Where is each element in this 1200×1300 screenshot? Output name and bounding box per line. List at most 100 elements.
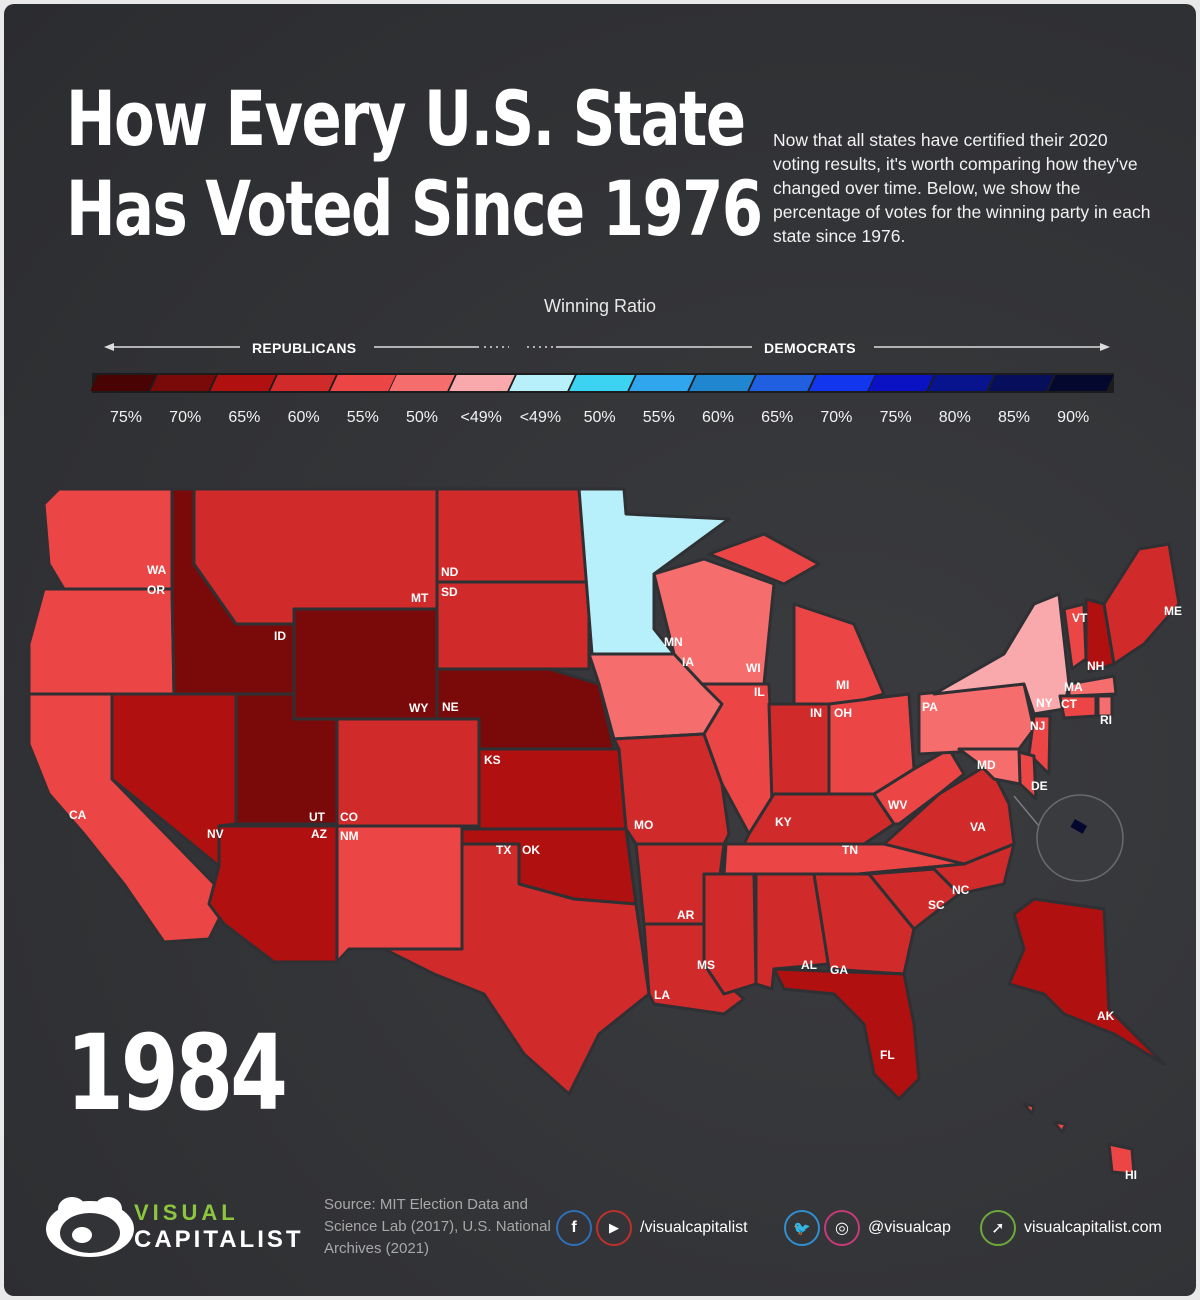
main-title: How Every U.S. State Has Voted Since 197… (66, 74, 763, 254)
state-label-vt: VT (1072, 611, 1088, 625)
state-label-ms: MS (697, 958, 715, 972)
state-label-wv: WV (888, 798, 907, 812)
dc-circle (1036, 794, 1124, 882)
legend-tick-label: 75% (879, 409, 912, 426)
state-label-ca: CA (69, 808, 87, 822)
state-label-or: OR (147, 583, 165, 597)
republicans-label: REPUBLICANS (252, 340, 357, 356)
state-or (27, 587, 176, 696)
state-label-me: ME (1164, 604, 1182, 618)
state-label-ks: KS (484, 753, 501, 767)
brand-top: VISUAL (134, 1200, 239, 1225)
legend-tick-label: 50% (405, 409, 439, 426)
state-label-ny: NY (1036, 696, 1053, 710)
legend-tick-label: 55% (642, 409, 675, 426)
legend-arrows (104, 343, 1110, 351)
state-label-nh: NH (1087, 659, 1104, 673)
legend-tick-label: 50% (583, 409, 616, 426)
state-label-ia: IA (682, 655, 694, 669)
state-label-mo: MO (634, 818, 653, 832)
legend-tick-label: 80% (938, 409, 971, 426)
state-label-il: IL (754, 685, 765, 699)
legend-tick-label: 65% (228, 409, 261, 426)
state-label-md: MD (977, 758, 996, 772)
us-map: WA OR CA ID NV UT AZ MT WY CO NM ND SD NE KS OK TX MN IA MO… (27, 487, 1182, 1182)
state-label-ne: NE (442, 700, 459, 714)
legend-tick-label: 55% (346, 409, 379, 426)
infographic-card: How Every U.S. State Has Voted Since 197… (4, 4, 1196, 1296)
legend-tick-label: 60% (701, 409, 735, 426)
state-label-ky: KY (775, 815, 792, 829)
state-label-ak: AK (1097, 1009, 1115, 1023)
state-label-co: CO (340, 810, 358, 824)
website-handle[interactable]: visualcapitalist.com (1024, 1219, 1162, 1236)
state-label-az: AZ (311, 827, 327, 841)
dc-callout (1013, 794, 1124, 882)
source-note: Source: MIT Election Data and Science La… (324, 1196, 551, 1257)
state-label-fl: FL (880, 1048, 895, 1062)
facebook-youtube-handle[interactable]: /visualcapitalist (640, 1219, 748, 1236)
instagram-icon[interactable]: ◎ (824, 1210, 860, 1246)
legend-tick-label: <49% (460, 409, 502, 426)
state-label-sc: SC (928, 898, 945, 912)
state-label-tn: TN (842, 843, 858, 857)
legend-tick-label: 60% (287, 409, 320, 426)
state-label-de: DE (1031, 779, 1048, 793)
state-label-ut: UT (309, 810, 326, 824)
cursor-icon[interactable]: ➚ (980, 1210, 1016, 1246)
state-label-ma: MA (1064, 680, 1083, 694)
state-label-va: VA (970, 820, 986, 834)
state-label-id: ID (274, 629, 286, 643)
facebook-icon[interactable]: f (556, 1210, 592, 1246)
state-label-in: IN (810, 706, 822, 720)
state-label-wa: WA (147, 563, 167, 577)
state-ks (477, 747, 628, 831)
state-hi (1022, 1102, 1136, 1176)
legend-tick-label: 70% (820, 409, 853, 426)
state-nm (335, 824, 464, 964)
year-label: 1984 (66, 1012, 288, 1134)
state-label-oh: OH (834, 706, 852, 720)
intro-text: Now that all states have certified their… (773, 130, 1151, 246)
state-label-pa: PA (922, 700, 938, 714)
state-nh (1084, 597, 1116, 674)
state-label-tx: TX (496, 843, 511, 857)
legend-tick-label: 65% (761, 409, 794, 426)
state-nd (435, 487, 591, 584)
state-fl (772, 967, 921, 1101)
state-label-nv: NV (207, 827, 224, 841)
legend-tick-label: 85% (997, 409, 1031, 426)
left-arrow-head (104, 343, 114, 351)
social-group-twitter-instagram: 🐦 ◎ @visualcap (784, 1210, 951, 1246)
social-group-facebook-youtube: f ▶ /visualcapitalist (556, 1210, 748, 1246)
state-label-nj: NJ (1030, 719, 1045, 733)
visual-capitalist-logo-icon (46, 1197, 134, 1257)
legend-tick-label: <49% (519, 409, 562, 426)
democrats-label: DEMOCRATS (764, 340, 856, 356)
legend-color-bar (90, 373, 1114, 393)
state-ct (1058, 694, 1098, 720)
state-label-sd: SD (441, 585, 458, 599)
dc-shape (1070, 819, 1088, 834)
state-mt (192, 487, 439, 626)
state-label-ar: AR (677, 908, 695, 922)
state-label-mt: MT (411, 591, 429, 605)
state-sd (435, 580, 591, 671)
right-arrow-head (1100, 343, 1110, 351)
state-label-nc: NC (952, 883, 970, 897)
state-nj (1027, 714, 1052, 776)
state-md (957, 747, 1022, 786)
youtube-icon[interactable]: ▶ (596, 1210, 632, 1246)
state-label-hi: HI (1125, 1168, 1137, 1182)
state-label-ri: RI (1100, 713, 1112, 727)
state-me (1102, 542, 1181, 666)
twitter-icon[interactable]: 🐦 (784, 1210, 820, 1246)
state-ri (1096, 694, 1114, 718)
legend-tick-label: 70% (169, 409, 202, 426)
state-az (207, 824, 339, 964)
twitter-instagram-handle[interactable]: @visualcap (868, 1219, 951, 1236)
title-line-2: Has Voted Since 1976 (66, 164, 763, 253)
legend-tick-label: 90% (1057, 409, 1090, 426)
state-label-wi: WI (746, 661, 761, 675)
state-label-mi: MI (836, 678, 849, 692)
